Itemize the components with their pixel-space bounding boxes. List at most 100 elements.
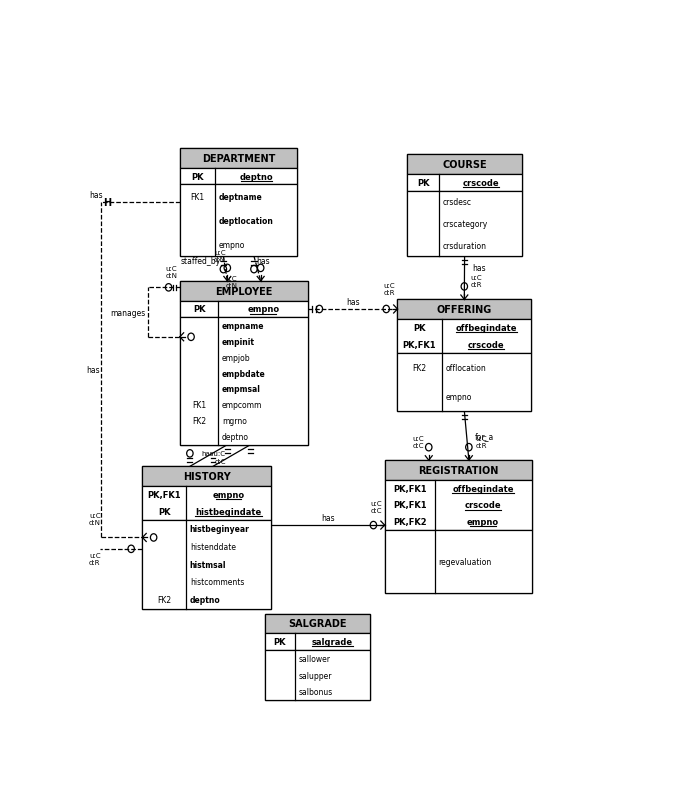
Bar	[180, 318, 308, 445]
Text: FK2: FK2	[413, 363, 426, 372]
Bar	[180, 148, 297, 168]
Text: mgrno: mgrno	[222, 417, 247, 426]
Bar	[407, 155, 522, 257]
Text: crscode: crscode	[468, 340, 504, 350]
Text: PK: PK	[158, 507, 170, 516]
Text: u:C
d:N: u:C d:N	[89, 512, 101, 525]
Text: empno: empno	[219, 241, 245, 249]
Text: u:C
d:C: u:C d:C	[371, 500, 382, 513]
Text: PK,FK1: PK,FK1	[393, 484, 426, 493]
Bar	[397, 353, 531, 411]
Bar	[180, 302, 308, 318]
Bar	[384, 530, 532, 593]
Text: histbeginyear: histbeginyear	[190, 525, 250, 533]
Text: crscode: crscode	[462, 179, 499, 188]
Text: PK: PK	[191, 172, 204, 181]
Bar	[180, 185, 297, 257]
Text: deptname: deptname	[219, 192, 263, 201]
Text: has: has	[89, 191, 103, 200]
Text: empno: empno	[445, 392, 472, 401]
Text: crsdesc: crsdesc	[443, 198, 472, 207]
Text: empname: empname	[222, 322, 264, 330]
Text: empinit: empinit	[222, 338, 255, 346]
Text: PK: PK	[417, 179, 429, 188]
Text: u:C
d:N: u:C d:N	[214, 250, 226, 263]
Text: SALGRADE: SALGRADE	[288, 618, 347, 629]
Text: PK,FK1: PK,FK1	[403, 340, 436, 350]
Text: has: has	[257, 257, 270, 266]
Bar	[142, 520, 270, 609]
Text: u:C
d:N: u:C d:N	[165, 265, 177, 279]
Text: salgrade: salgrade	[312, 638, 353, 646]
Text: histmsal: histmsal	[190, 560, 226, 569]
Text: FK1: FK1	[192, 401, 206, 410]
Bar	[180, 282, 308, 445]
Bar	[266, 614, 370, 634]
Text: empmsal: empmsal	[222, 385, 261, 394]
Bar	[266, 650, 370, 700]
Text: manages: manages	[110, 308, 145, 317]
Bar	[384, 460, 532, 593]
Text: FK1: FK1	[190, 192, 204, 201]
Bar	[397, 300, 531, 320]
Text: hasu:C: hasu:C	[201, 450, 226, 456]
Bar	[407, 155, 522, 175]
Text: HISTORY: HISTORY	[183, 472, 230, 482]
Text: OFFERING: OFFERING	[437, 305, 492, 315]
Text: crscode: crscode	[465, 501, 502, 510]
Text: FK2: FK2	[192, 417, 206, 426]
Bar	[384, 480, 532, 530]
Text: u:C
d:R: u:C d:R	[89, 553, 101, 565]
Text: PK: PK	[193, 305, 206, 314]
Text: u:C
d:N: u:C d:N	[226, 275, 237, 288]
Text: EMPLOYEE: EMPLOYEE	[215, 286, 273, 297]
Text: PK: PK	[413, 324, 426, 333]
Text: offbegindate: offbegindate	[455, 324, 517, 333]
Text: crsduration: crsduration	[443, 241, 487, 250]
Text: histcomments: histcomments	[190, 577, 244, 586]
Text: deptlocation: deptlocation	[219, 217, 274, 225]
Text: crscategory: crscategory	[443, 220, 489, 229]
Text: PK,FK2: PK,FK2	[393, 517, 426, 527]
Text: FK2: FK2	[157, 595, 171, 605]
Bar	[142, 467, 270, 487]
Text: histenddate: histenddate	[190, 542, 236, 551]
Text: has: has	[473, 263, 486, 272]
Text: regevaluation: regevaluation	[438, 557, 492, 566]
Bar	[180, 282, 308, 302]
Text: PK: PK	[274, 638, 286, 646]
Text: PK,FK1: PK,FK1	[148, 490, 181, 500]
Bar	[407, 192, 522, 257]
Text: staffed_by: staffed_by	[181, 257, 221, 266]
Text: offbegindate: offbegindate	[453, 484, 514, 493]
Bar	[266, 614, 370, 700]
Bar	[397, 300, 531, 411]
Text: empcomm: empcomm	[222, 401, 262, 410]
Text: empno: empno	[213, 490, 244, 500]
Text: u:C
d:C: u:C d:C	[413, 435, 424, 448]
Text: empjob: empjob	[222, 353, 250, 363]
Bar	[180, 148, 297, 257]
Text: COURSE: COURSE	[442, 160, 487, 170]
Bar	[180, 168, 297, 185]
Text: PK,FK1: PK,FK1	[393, 501, 426, 510]
Text: has: has	[321, 513, 335, 522]
Text: u:C
d:R: u:C d:R	[383, 283, 395, 296]
Text: deptno: deptno	[222, 433, 249, 442]
Bar	[142, 467, 270, 609]
Text: sallower: sallower	[298, 654, 331, 663]
Text: has: has	[86, 366, 100, 375]
Bar	[266, 634, 370, 650]
Text: DEPARTMENT: DEPARTMENT	[202, 154, 275, 164]
Bar	[384, 460, 532, 480]
Bar	[407, 175, 522, 192]
Bar	[142, 487, 270, 520]
Text: salupper: salupper	[298, 670, 332, 679]
Text: empno: empno	[467, 517, 500, 527]
Bar	[397, 320, 531, 353]
Text: d:C: d:C	[214, 459, 226, 464]
Text: salbonus: salbonus	[298, 687, 333, 696]
Text: u:C
d:R: u:C d:R	[475, 435, 487, 448]
Text: histbegindate: histbegindate	[195, 507, 262, 516]
Text: has: has	[346, 298, 359, 306]
